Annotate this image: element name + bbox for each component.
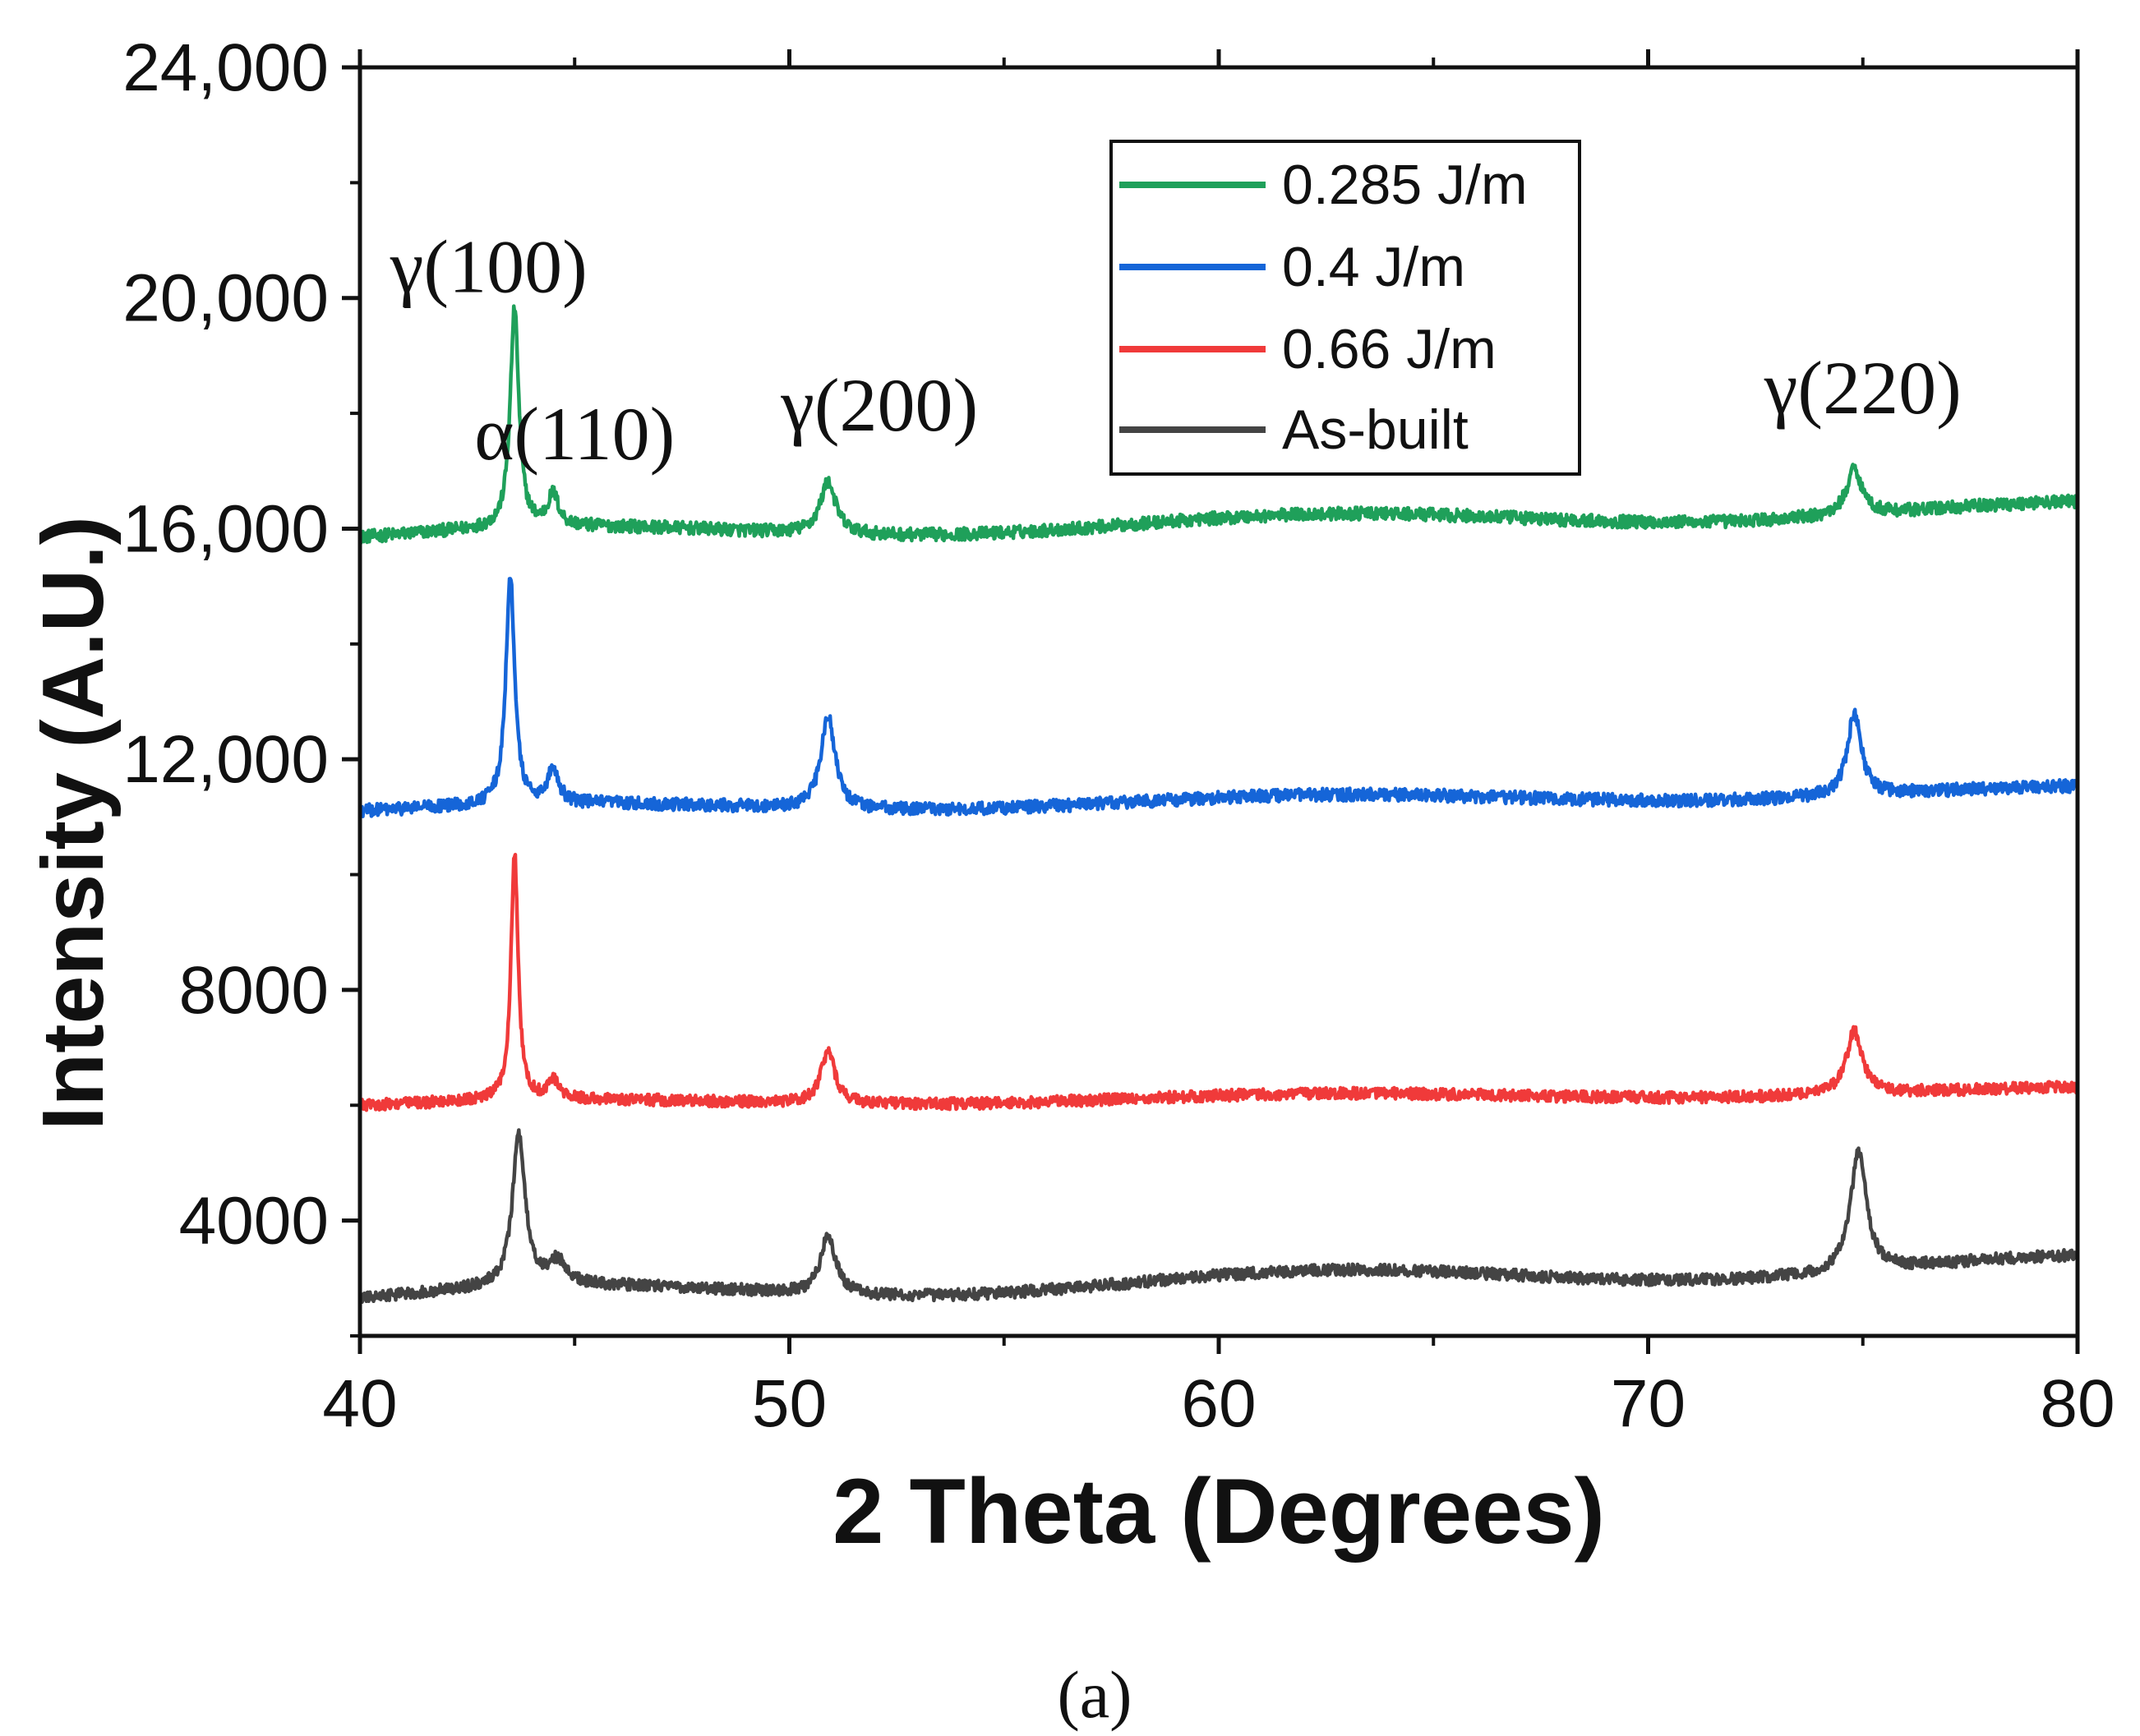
y-tick-label: 24,000 (122, 30, 329, 105)
series-line-3 (357, 1128, 2080, 1305)
series-layer (357, 304, 2080, 1305)
legend-label-0: 0.285 J/m (1282, 154, 1528, 216)
ticks-layer: 40 50 60 70 80 4000 8000 12,000 16,000 20,000 24,0… (122, 30, 2115, 1441)
series-line-0 (358, 304, 2080, 546)
peak-label-2: γ(200) (780, 363, 978, 447)
legend-label-3: As-built (1282, 398, 1469, 461)
y-tick-label: 16,000 (122, 491, 329, 566)
legend-label-2: 0.66 J/m (1282, 318, 1497, 380)
y-tick-label: 8000 (179, 953, 329, 1028)
y-tick-label: 20,000 (122, 261, 329, 336)
y-tick-label: 12,000 (122, 722, 329, 797)
x-tick-label: 60 (1181, 1366, 1256, 1441)
legend: 0.285 J/m 0.4 J/m 0.66 J/m As-built (1109, 140, 1581, 476)
peak-annotations: γ(100) α(110) γ(200) γ(220) (390, 225, 1962, 477)
x-tick-label: 70 (1611, 1366, 1686, 1441)
y-tick-label: 4000 (179, 1184, 329, 1259)
peak-label-3: γ(220) (1764, 346, 1962, 430)
peak-label-0: γ(100) (390, 225, 588, 309)
legend-label-1: 0.4 J/m (1282, 236, 1465, 298)
series-line-2 (357, 853, 2080, 1112)
series-line-1 (357, 577, 2080, 818)
y-axis-title: Intensity (A.U.) (25, 516, 122, 1130)
x-tick-label: 80 (2040, 1366, 2115, 1441)
figure-caption: (a) (1057, 1657, 1132, 1732)
peak-label-1: α(110) (474, 392, 675, 476)
legend-box (1109, 140, 1581, 476)
x-tick-label: 50 (752, 1366, 827, 1441)
x-tick-label: 40 (322, 1366, 397, 1441)
x-axis-title: 2 Theta (Degrees) (832, 1460, 1605, 1563)
